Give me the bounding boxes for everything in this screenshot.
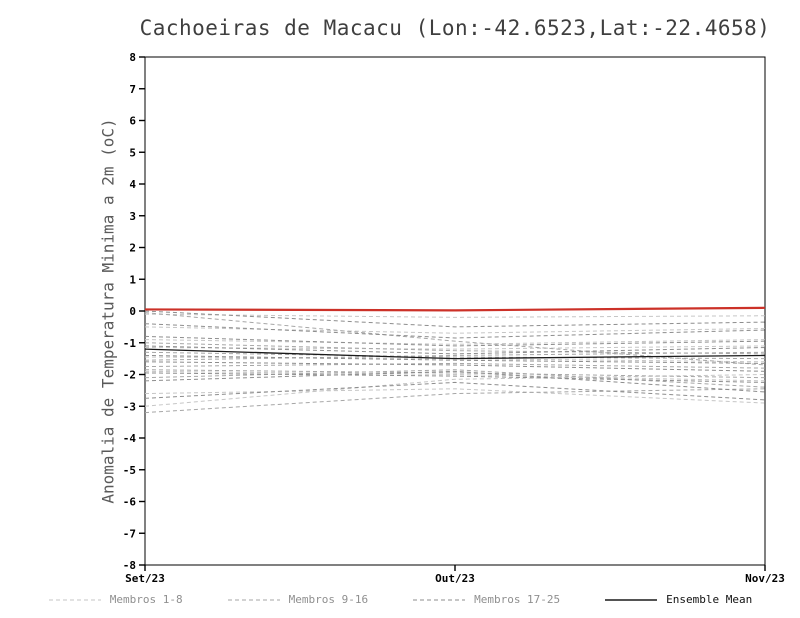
y-tick-label: -7 xyxy=(123,527,136,540)
y-tick-label: 3 xyxy=(129,210,136,223)
series-line-ensemble-mean xyxy=(144,348,766,360)
legend-line-sample xyxy=(413,599,466,600)
series-line-membro-21 xyxy=(144,354,766,364)
chart-title: Cachoeiras de Macacu (Lon:-42.6523,Lat:-… xyxy=(139,16,771,40)
y-tick-label: -1 xyxy=(123,337,137,350)
series-line-membro-14 xyxy=(144,369,766,379)
x-tick-label: Out/23 xyxy=(435,572,475,585)
series-line-membro-23 xyxy=(144,372,766,383)
legend-item-mean: Ensemble Mean xyxy=(604,593,752,606)
series-line-membro-25 xyxy=(144,381,766,401)
y-tick-label: -4 xyxy=(123,432,137,445)
series-line-membro-16 xyxy=(144,388,766,414)
series-line-membro-15 xyxy=(144,369,766,388)
legend-item-m9_16: Membros 9-16 xyxy=(227,593,368,606)
y-tick-label: -3 xyxy=(123,400,136,413)
series-line-membro-24 xyxy=(144,370,766,393)
y-tick-label: -2 xyxy=(123,369,136,382)
legend-label: Membros 9-16 xyxy=(288,593,369,606)
series-line-membro-8 xyxy=(144,374,766,407)
legend-label: Membros 1-8 xyxy=(109,593,183,606)
legend-label: Ensemble Mean xyxy=(666,593,753,606)
y-tick-label: 5 xyxy=(129,146,136,159)
series-line-membro-1 xyxy=(144,313,766,318)
series-line-reference-zero xyxy=(144,306,766,312)
series-line-membro-6 xyxy=(144,370,766,382)
y-tick-label: 0 xyxy=(129,305,136,318)
series-line-membro-17 xyxy=(144,310,766,328)
y-tick-label: -5 xyxy=(123,464,136,477)
series-line-membro-12 xyxy=(144,351,766,361)
y-tick-label: -6 xyxy=(123,496,137,509)
series-line-membro-10 xyxy=(144,342,766,355)
series-line-membro-22 xyxy=(144,361,766,372)
legend-line-sample xyxy=(605,598,658,601)
series-line-membro-2 xyxy=(144,326,766,334)
series-line-membro-20 xyxy=(144,345,766,355)
y-axis: -8 -7 -6 -5 -4 -3 -2 -1 0 1 2 3 4 5 6 7 8 xyxy=(123,51,145,572)
series-lines xyxy=(144,306,766,414)
series-line-membro-4 xyxy=(144,345,766,350)
legend-line-sample xyxy=(48,599,101,600)
x-tick-label: Set/23 xyxy=(125,572,165,585)
x-axis: Set/23 Out/23 Nov/23 xyxy=(125,565,785,585)
legend-line-sample xyxy=(227,599,280,600)
legend-item-m1_8: Membros 1-8 xyxy=(48,593,183,606)
chart-legend: Membros 1-8 Membros 9-16 Membros 17-25 Ense… xyxy=(0,593,800,606)
y-tick-label: 4 xyxy=(129,178,136,191)
x-tick-label: Nov/23 xyxy=(745,572,785,585)
series-line-membro-11 xyxy=(144,351,766,360)
y-tick-label: 7 xyxy=(129,83,136,96)
y-tick-label: 6 xyxy=(129,115,136,128)
y-tick-label: -8 xyxy=(123,559,136,572)
series-line-membro-18 xyxy=(144,323,766,339)
series-line-membro-13 xyxy=(144,362,766,369)
series-line-membro-7 xyxy=(144,388,766,404)
legend-label: Membros 17-25 xyxy=(474,593,561,606)
y-tick-label: 1 xyxy=(129,273,136,286)
y-tick-label: 8 xyxy=(129,51,136,64)
series-line-membro-3 xyxy=(144,339,766,345)
y-tick-label: 2 xyxy=(129,242,136,255)
series-line-membro-19 xyxy=(144,335,766,347)
legend-item-m17_25: Membros 17-25 xyxy=(412,593,560,606)
